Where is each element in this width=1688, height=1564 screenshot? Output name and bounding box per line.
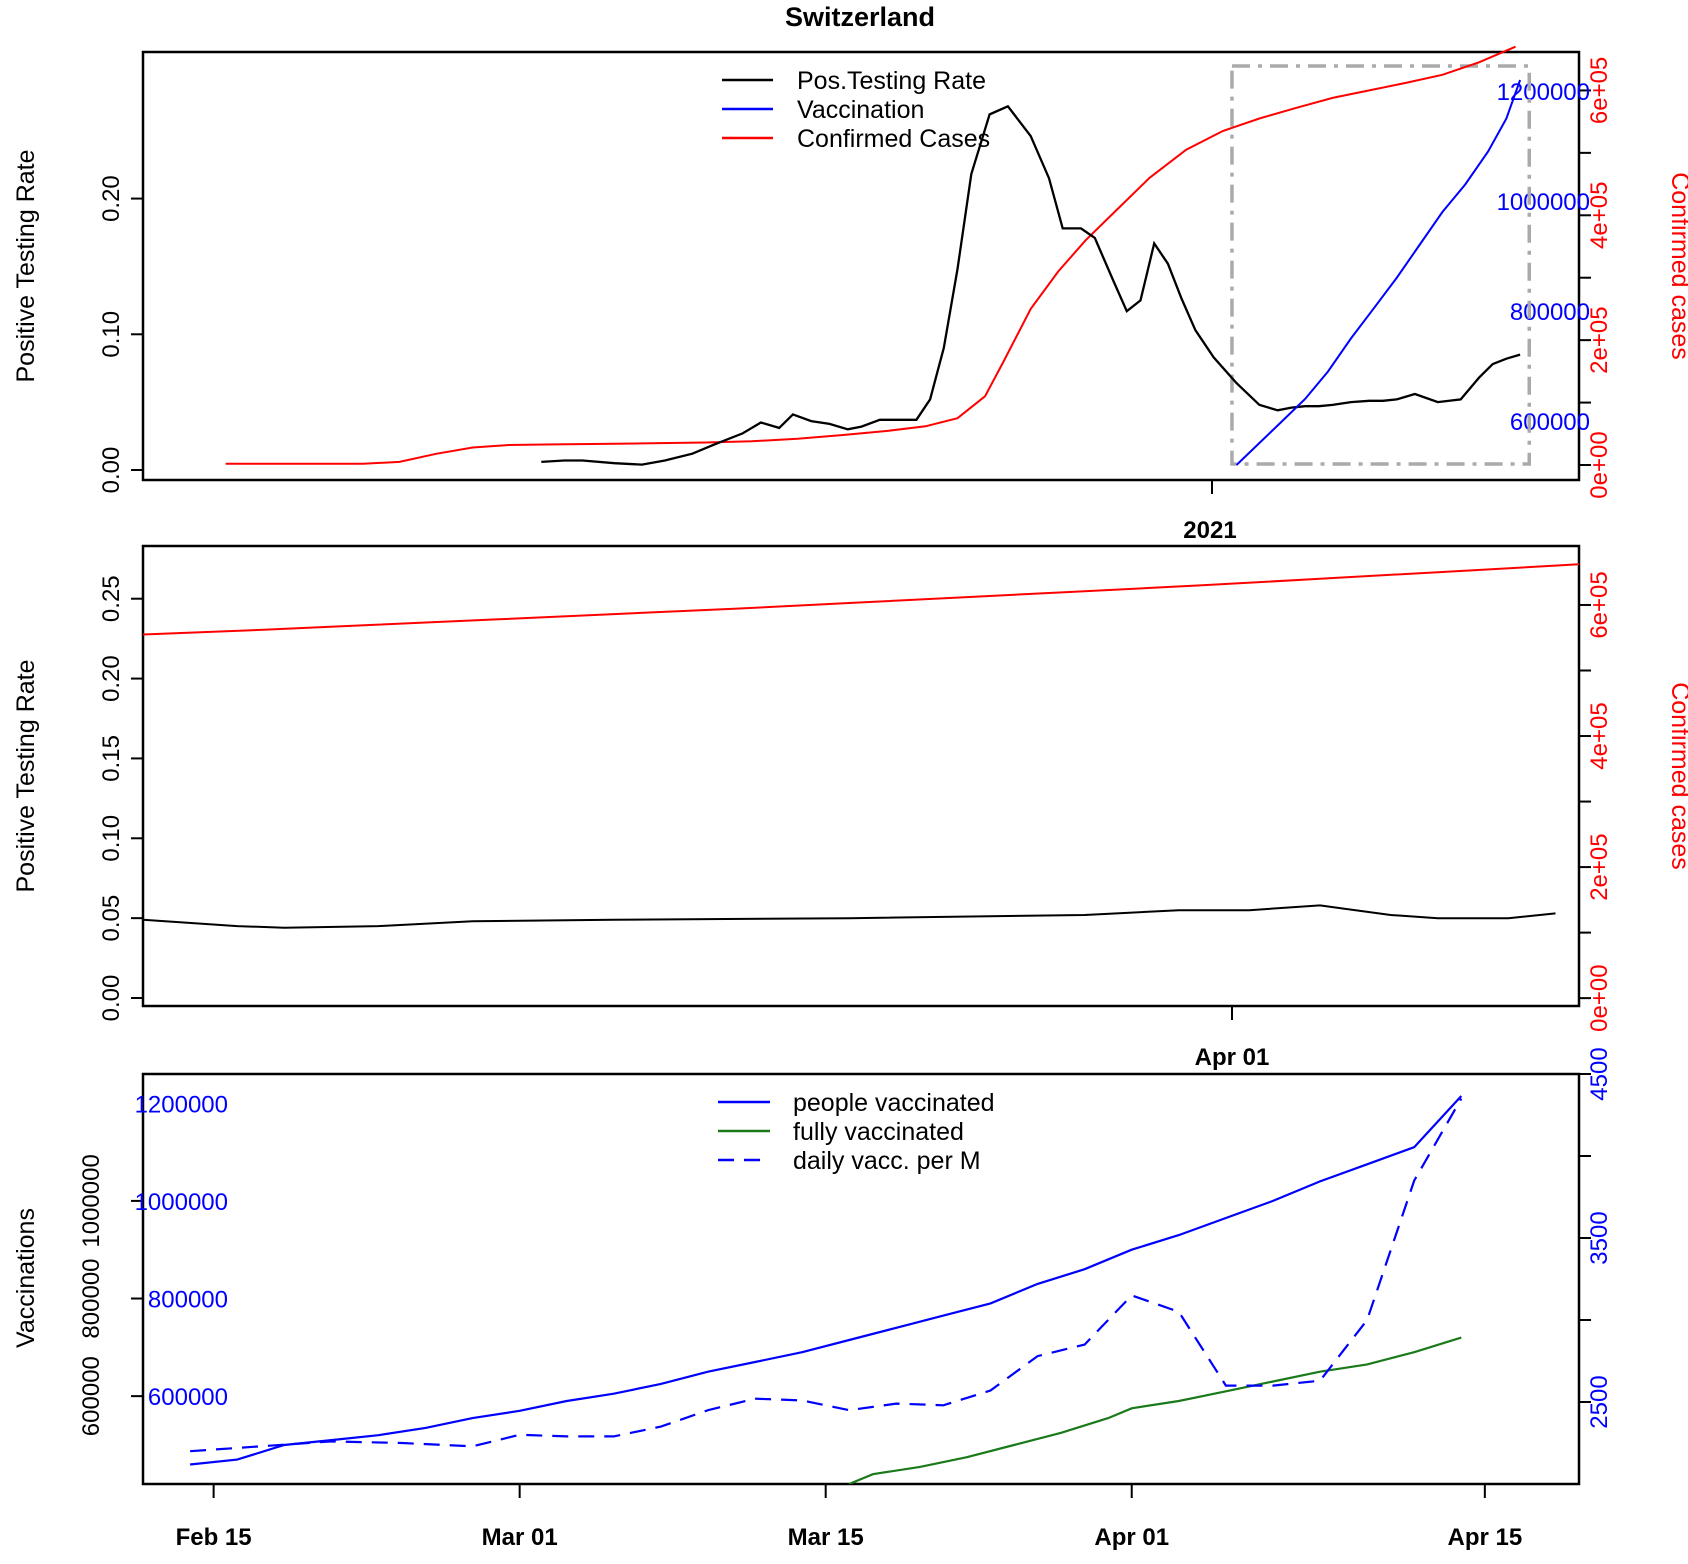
panel2-frame: [141, 544, 1581, 1008]
panel2-series-pos-testing-rate: [142, 904, 1556, 929]
panel1-vacc-tick-label: 800000: [1510, 299, 1590, 326]
panel1-ytick-label-right: 2e+05: [1586, 306, 1613, 373]
panel3-frame: [141, 1072, 1581, 1486]
panel1-vacc-tick-label: 1000000: [1497, 189, 1590, 216]
panel3-ytick-label: 1000000: [78, 1154, 105, 1247]
panel2-ytick-label-right: 0e+00: [1586, 964, 1613, 1031]
panel2-ylabel: Positive Testing Rate: [12, 660, 40, 893]
series-confirmed-cases: [225, 45, 1516, 465]
panel3-ytick-label-blue: 800000: [148, 1287, 228, 1314]
xtick-label: Apr 15: [1447, 1524, 1522, 1551]
xtick-label: Mar 15: [788, 1524, 864, 1551]
series-vaccination: [1235, 79, 1522, 466]
panel1-ytick-label: 0.00: [98, 447, 125, 494]
panel2-ytick-label: 0.15: [98, 735, 125, 782]
panel1-content: 0.00 0.10 0.20 0e+00 2e+05 4e+05 6e+05 600000 80…: [98, 45, 1613, 499]
panel3-ytick-label-blue: 1200000: [135, 1091, 228, 1118]
panel2-ytick-label-right: 2e+05: [1586, 833, 1613, 900]
legend-vaccination: Vaccination: [797, 96, 924, 124]
panel3-ylabel: Vaccinations: [12, 1208, 40, 1348]
panel3-date-label: Apr 01: [1195, 1044, 1270, 1071]
legend-daily-vacc-per-m: daily vacc. per M: [793, 1147, 981, 1175]
series-daily-vacc-per-m: [190, 1098, 1463, 1453]
panel1-frame: [141, 50, 1581, 482]
panel3-ytick-label-right: 4500: [1586, 1047, 1613, 1100]
x-axis: Feb 15 Mar 01 Mar 15 Apr 01 Apr 15: [176, 1484, 1522, 1551]
series-pos-testing-rate: [541, 104, 1521, 466]
panel3-ytick-label-right: 2500: [1586, 1375, 1613, 1428]
chart-title: Switzerland: [785, 2, 935, 32]
panel2-ytick-label: 0.20: [98, 655, 125, 702]
panel2-ytick-label: 0.00: [98, 975, 125, 1022]
panel1-vacc-tick-label: 600000: [1510, 409, 1590, 436]
panel2-ytick-label: 0.05: [98, 895, 125, 942]
panel3-ytick-label: 800000: [78, 1258, 105, 1338]
panel1-ytick-label: 0.20: [98, 175, 125, 222]
panel2-ytick-label: 0.25: [98, 575, 125, 622]
panel2-ytick-label: 0.10: [98, 815, 125, 862]
panel2-content: 0.00 0.05 0.10 0.15 0.20 0.25 0e+00 2e+05 4e+05 6…: [98, 563, 1613, 1032]
panel3-content: 600000 800000 1000000 600000 800000 1000000 12…: [78, 1047, 1613, 1484]
panel2-series-confirmed-cases: [142, 563, 1580, 636]
panel2-ytick-label-right: 4e+05: [1586, 702, 1613, 769]
xtick-label: Mar 01: [482, 1524, 558, 1551]
panel3-ytick-label-blue: 1000000: [135, 1189, 228, 1216]
panel1-ytick-label-right: 4e+05: [1586, 182, 1613, 249]
legend-pos-testing-rate: Pos.Testing Rate: [797, 67, 986, 95]
panel3-ytick-label: 600000: [78, 1356, 105, 1436]
panel1-ylabel-right: Confirmed cases: [1666, 172, 1688, 360]
series-fully-vaccinated: [848, 1336, 1462, 1484]
panel1-vacc-tick-label: 1200000: [1497, 79, 1590, 106]
legend-fully-vaccinated: fully vaccinated: [793, 1118, 964, 1146]
panel3-ytick-label-right: 3500: [1586, 1211, 1613, 1264]
panel1-ytick-label-right: 0e+00: [1586, 431, 1613, 498]
legend-people-vaccinated: people vaccinated: [793, 1089, 995, 1117]
panel3-ytick-label-blue: 600000: [148, 1384, 228, 1411]
panel1-ytick-label: 0.10: [98, 311, 125, 358]
panel1-ytick-label-right: 6e+05: [1586, 57, 1613, 124]
series-people-vaccinated: [189, 1095, 1463, 1466]
inset-box: [1230, 64, 1532, 466]
xtick-label: Feb 15: [176, 1524, 252, 1551]
panel2-year-label: 2021: [1183, 517, 1236, 544]
plot-frames: [141, 50, 1581, 1486]
legend-confirmed-cases: Confirmed Cases: [797, 125, 990, 153]
xtick-label: Apr 01: [1094, 1524, 1169, 1551]
panel1-ylabel: Positive Testing Rate: [12, 150, 40, 383]
panel2-ytick-label-right: 6e+05: [1586, 571, 1613, 638]
panel2-ylabel-right: Confirmed cases: [1666, 682, 1688, 870]
